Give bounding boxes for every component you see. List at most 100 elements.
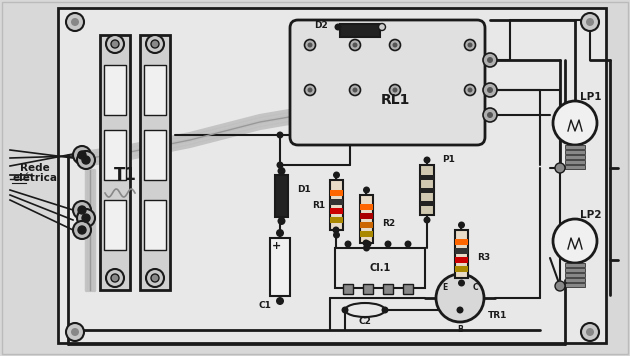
Bar <box>420 175 434 180</box>
Circle shape <box>553 101 597 145</box>
Ellipse shape <box>345 303 385 317</box>
Text: D1: D1 <box>297 185 311 194</box>
Circle shape <box>392 42 398 47</box>
Bar <box>275 175 288 217</box>
Bar <box>140 35 170 290</box>
Circle shape <box>77 151 95 169</box>
Bar <box>343 284 353 294</box>
Bar <box>565 155 585 159</box>
Bar <box>565 283 585 287</box>
Circle shape <box>71 18 79 26</box>
Circle shape <box>73 146 91 164</box>
Circle shape <box>423 216 430 224</box>
Circle shape <box>487 87 493 93</box>
Circle shape <box>77 209 95 227</box>
Bar <box>455 257 468 263</box>
Circle shape <box>353 88 357 93</box>
Circle shape <box>277 131 284 138</box>
Circle shape <box>581 13 599 31</box>
Bar <box>360 213 373 219</box>
Circle shape <box>78 151 86 159</box>
Text: D2: D2 <box>314 21 328 31</box>
FancyBboxPatch shape <box>290 20 485 145</box>
Circle shape <box>73 221 91 239</box>
Circle shape <box>362 240 370 246</box>
Bar <box>104 130 126 180</box>
Circle shape <box>464 84 476 95</box>
Circle shape <box>404 241 411 247</box>
Bar <box>335 248 425 288</box>
Text: P1: P1 <box>442 156 455 164</box>
Bar <box>360 195 373 243</box>
Text: R2: R2 <box>382 219 395 227</box>
Circle shape <box>467 42 472 47</box>
Circle shape <box>555 281 565 291</box>
Bar <box>360 204 373 210</box>
Circle shape <box>333 226 340 234</box>
Circle shape <box>106 35 124 53</box>
Text: R3: R3 <box>477 253 490 262</box>
Circle shape <box>66 323 84 341</box>
Circle shape <box>423 157 430 163</box>
Bar <box>420 201 434 206</box>
Text: LP2: LP2 <box>580 210 602 220</box>
Circle shape <box>487 57 493 63</box>
Circle shape <box>333 172 340 178</box>
Circle shape <box>487 112 493 118</box>
Bar <box>330 180 343 230</box>
Bar <box>144 130 166 180</box>
Circle shape <box>146 35 164 53</box>
Bar <box>420 165 434 215</box>
Circle shape <box>111 274 119 282</box>
Circle shape <box>304 84 316 95</box>
Bar <box>565 145 585 149</box>
Circle shape <box>151 40 159 48</box>
Circle shape <box>467 88 472 93</box>
Circle shape <box>277 217 285 225</box>
Circle shape <box>464 40 476 51</box>
Circle shape <box>335 23 341 31</box>
Bar <box>403 284 413 294</box>
Circle shape <box>111 40 119 48</box>
Circle shape <box>483 53 497 67</box>
Circle shape <box>458 221 465 229</box>
Bar <box>330 190 343 196</box>
Bar <box>330 208 343 214</box>
Circle shape <box>389 40 401 51</box>
Circle shape <box>581 323 599 341</box>
Bar <box>100 35 130 290</box>
Circle shape <box>379 23 386 31</box>
Circle shape <box>586 328 594 336</box>
Circle shape <box>436 274 484 322</box>
Circle shape <box>82 156 90 164</box>
Circle shape <box>333 231 340 239</box>
Circle shape <box>71 328 79 336</box>
Circle shape <box>307 42 312 47</box>
Text: E: E <box>442 283 448 293</box>
Circle shape <box>382 307 389 314</box>
Bar <box>144 200 166 250</box>
Circle shape <box>392 88 398 93</box>
Circle shape <box>350 40 360 51</box>
Circle shape <box>350 84 360 95</box>
Bar <box>104 65 126 115</box>
Text: B: B <box>457 325 463 335</box>
Circle shape <box>384 241 391 247</box>
Text: T1: T1 <box>113 166 137 184</box>
Bar <box>330 199 343 205</box>
Circle shape <box>389 84 401 95</box>
Text: elétrica: elétrica <box>13 173 57 183</box>
Circle shape <box>353 42 357 47</box>
Circle shape <box>586 18 594 26</box>
Text: RL1: RL1 <box>381 93 410 107</box>
Circle shape <box>341 307 348 314</box>
Bar <box>565 160 585 164</box>
Text: C: C <box>472 283 478 293</box>
Circle shape <box>363 245 370 251</box>
Bar <box>270 238 290 296</box>
Circle shape <box>483 83 497 97</box>
Text: +: + <box>272 241 281 251</box>
Circle shape <box>457 307 464 314</box>
Circle shape <box>483 108 497 122</box>
Bar <box>455 239 468 245</box>
